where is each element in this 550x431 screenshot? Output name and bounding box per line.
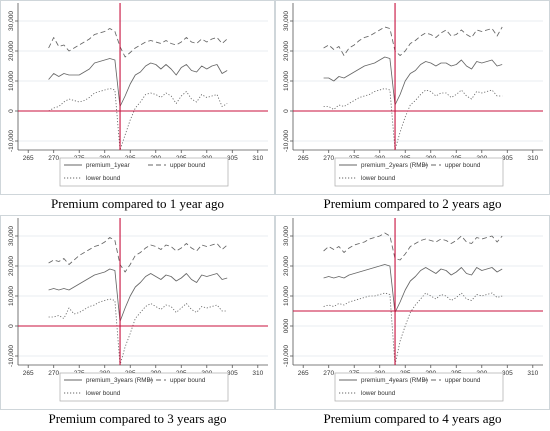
x-tick-label: 270 <box>323 155 334 162</box>
chart-panel-2: 265270275280285290295300305310-10,000010… <box>275 0 550 215</box>
legend: premium_1year upper bound lower bound <box>59 157 229 187</box>
legend: premium_2years (RMB) upper bound lower bou… <box>334 157 504 187</box>
y-tick-label: 20,000 <box>283 256 290 276</box>
legend-label: upper bound <box>445 377 481 384</box>
x-tick-label: 265 <box>23 370 34 377</box>
y-tick-label: 20,000 <box>283 41 290 61</box>
y-tick-label: 30,000 <box>283 11 290 31</box>
legend-label: premium_2years (RMB) <box>361 162 428 169</box>
chart-svg-4: 265270275280285290295300305310-10,000000… <box>275 215 550 410</box>
x-tick-label: 270 <box>48 370 59 377</box>
series-line-dash <box>323 232 503 261</box>
chart-svg-2: 265270275280285290295300305310-10,000010… <box>275 0 550 195</box>
legend-box <box>334 372 504 402</box>
x-tick-label: 310 <box>527 370 538 377</box>
series-line-solid <box>48 268 228 322</box>
y-tick-label: 10,000 <box>8 286 15 306</box>
y-tick-label: 0 <box>283 109 290 113</box>
series-line-dash <box>48 237 228 273</box>
series-line-solid <box>323 56 503 106</box>
y-tick-label: 30,000 <box>8 11 15 31</box>
legend-label: lower bound <box>361 390 396 397</box>
y-tick-label: 20,000 <box>8 256 15 276</box>
y-tick-label: 30,000 <box>283 226 290 246</box>
legend: premium_4years (RMB) upper bound lower bou… <box>334 372 504 402</box>
y-tick-label: -10,000 <box>8 130 15 152</box>
series-line-dot <box>48 298 228 366</box>
chart-panel-3: 265270275280285290295300305310-10,000010… <box>0 215 275 430</box>
y-tick-label: 10,000 <box>8 71 15 91</box>
legend-label: lower bound <box>86 175 121 182</box>
legend-label: lower bound <box>361 175 396 182</box>
legend-box <box>59 157 229 187</box>
y-tick-label: 30,000 <box>8 226 15 246</box>
x-tick-label: 310 <box>252 370 263 377</box>
x-tick-label: 305 <box>502 370 513 377</box>
x-tick-label: 265 <box>298 155 309 162</box>
chart-panel-4: 265270275280285290295300305310-10,000000… <box>275 215 550 430</box>
legend-label: premium_3years (RMB) <box>86 377 153 384</box>
chart-svg-1: 265270275280285290295300305310-10,000010… <box>0 0 275 195</box>
x-tick-label: 305 <box>502 155 513 162</box>
series-line-dot <box>48 88 228 151</box>
x-tick-label: 305 <box>227 155 238 162</box>
y-tick-label: 10,000 <box>283 71 290 91</box>
x-tick-label: 265 <box>298 370 309 377</box>
series-line-solid <box>48 58 228 107</box>
x-tick-label: 265 <box>23 155 34 162</box>
legend-label: premium_1year <box>86 162 130 169</box>
series-line-dash <box>48 28 228 58</box>
y-tick-label: -10,000 <box>8 345 15 367</box>
legend-label: upper bound <box>170 162 206 169</box>
legend-label: upper bound <box>170 377 206 384</box>
chart-caption: Premium compared to 2 years ago <box>323 196 502 211</box>
chart-caption: Premium compared to 4 years ago <box>323 411 502 426</box>
legend-box <box>334 157 504 187</box>
y-tick-label: 0 <box>8 324 15 328</box>
chart-panel-1: 265270275280285290295300305310-10,000010… <box>0 0 275 215</box>
legend-label: premium_4years (RMB) <box>361 377 428 384</box>
y-tick-label: -10,000 <box>283 345 290 367</box>
legend: premium_3years (RMB) upper bound lower bou… <box>59 372 229 402</box>
chart-caption: Premium compared to 3 years ago <box>48 411 227 426</box>
legend-label: upper bound <box>445 162 481 169</box>
y-tick-label: -10,000 <box>283 130 290 152</box>
series-line-dash <box>323 26 503 56</box>
y-tick-label: 10,000 <box>283 286 290 306</box>
y-tick-label: 0 <box>8 109 15 113</box>
x-tick-label: 270 <box>48 155 59 162</box>
legend-label: lower bound <box>86 390 121 397</box>
y-tick-label: 20,000 <box>8 41 15 61</box>
series-line-solid <box>323 264 503 313</box>
chart-svg-3: 265270275280285290295300305310-10,000010… <box>0 215 275 410</box>
x-tick-label: 305 <box>227 370 238 377</box>
series-line-dot <box>323 88 503 151</box>
legend-box <box>59 372 229 402</box>
x-tick-label: 310 <box>527 155 538 162</box>
x-tick-label: 310 <box>252 155 263 162</box>
x-tick-label: 270 <box>323 370 334 377</box>
y-tick-label: 0000 <box>283 318 290 333</box>
chart-caption: Premium compared to 1 year ago <box>51 196 224 211</box>
